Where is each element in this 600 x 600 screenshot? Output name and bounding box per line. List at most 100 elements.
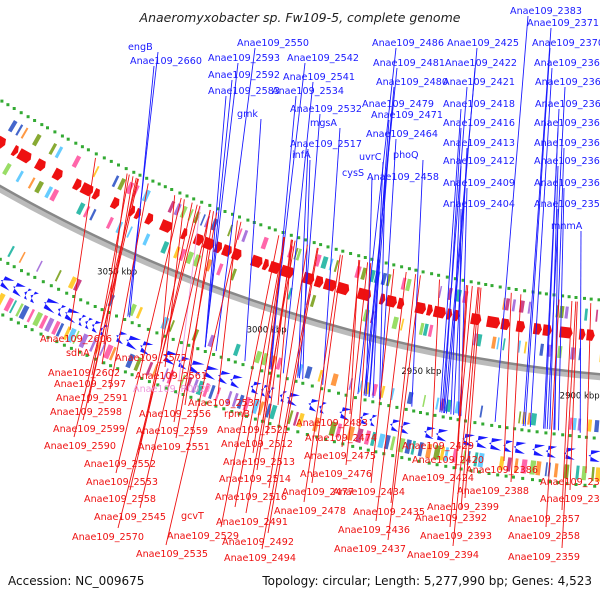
cog-bar bbox=[572, 417, 577, 431]
cog-bar bbox=[292, 411, 299, 426]
marker-dot bbox=[192, 197, 196, 201]
cog-bar bbox=[330, 373, 339, 387]
reverse-gene-label: Anae109_2434 bbox=[333, 487, 405, 498]
forward-gene-label: Anae109_2404 bbox=[443, 199, 515, 210]
marker-dot bbox=[267, 226, 271, 230]
marker-dot bbox=[146, 327, 150, 331]
cds-feature bbox=[308, 399, 320, 412]
cds-feature bbox=[486, 315, 501, 329]
reverse-gene-label: Anae109_2492 bbox=[222, 537, 294, 548]
marker-dot bbox=[49, 284, 53, 288]
marker-dot bbox=[312, 241, 316, 245]
marker-dot bbox=[115, 314, 118, 318]
reverse-gene-label: Anae109_2436 bbox=[338, 525, 410, 536]
reverse-gene-label: Anae109_2591 bbox=[56, 393, 128, 404]
reverse-gene-label: gcvT bbox=[181, 511, 204, 522]
cds-feature bbox=[91, 188, 100, 200]
cds-feature bbox=[261, 258, 269, 271]
reverse-leader-line bbox=[375, 271, 407, 522]
marker-dot bbox=[490, 284, 494, 288]
forward-gene-label: Anae109_2479 bbox=[362, 99, 434, 110]
cds-feature bbox=[360, 412, 370, 425]
cog-bar bbox=[479, 405, 484, 418]
reverse-gene-label: rpmB bbox=[224, 409, 250, 420]
cog-bar bbox=[370, 431, 377, 447]
marker-dot bbox=[286, 427, 290, 431]
marker-dot bbox=[484, 283, 488, 286]
reverse-leader-line bbox=[569, 301, 578, 491]
marker-dot bbox=[319, 243, 323, 247]
marker-dot bbox=[304, 238, 308, 242]
marker-dot bbox=[514, 288, 518, 291]
marker-dot bbox=[561, 433, 565, 437]
reverse-gene-label: Anae109_2513 bbox=[223, 457, 295, 468]
cog-bar bbox=[135, 306, 143, 319]
reverse-leader-line bbox=[561, 300, 573, 511]
cog-bar bbox=[513, 458, 519, 473]
marker-dot bbox=[337, 391, 340, 395]
marker-dot bbox=[41, 280, 45, 284]
marker-dot bbox=[253, 417, 257, 421]
marker-dot bbox=[147, 380, 151, 384]
forward-gene-label: Anae109_2362 bbox=[534, 178, 600, 189]
marker-dot bbox=[357, 254, 361, 258]
marker-dot bbox=[452, 466, 456, 470]
reverse-leader-line bbox=[449, 286, 473, 528]
cog-bar bbox=[173, 203, 182, 216]
marker-dot bbox=[74, 141, 78, 145]
forward-leader-line bbox=[522, 27, 552, 427]
marker-dot bbox=[130, 321, 134, 325]
marker-dot bbox=[496, 473, 500, 477]
marker-dot bbox=[441, 415, 445, 419]
cog-bar bbox=[473, 452, 479, 467]
cds-feature bbox=[78, 314, 87, 327]
cog-bar bbox=[317, 369, 323, 382]
marker-dot bbox=[72, 295, 76, 298]
cog-bar bbox=[400, 318, 405, 331]
cog-bar bbox=[3, 297, 14, 312]
reverse-leader-line bbox=[234, 237, 286, 508]
cog-bar bbox=[99, 342, 107, 356]
reverse-leader-line bbox=[370, 268, 395, 484]
marker-dot bbox=[55, 340, 59, 344]
marker-dot bbox=[123, 318, 127, 321]
forward-gene-label: Anae109_2370 bbox=[532, 38, 600, 49]
reverse-leader-line bbox=[503, 292, 512, 462]
marker-dot bbox=[414, 268, 418, 272]
marker-dot bbox=[294, 379, 298, 383]
cog-bar bbox=[491, 336, 497, 349]
marker-dot bbox=[53, 130, 57, 134]
reverse-gene-label: Anae109_2521 bbox=[217, 425, 289, 436]
cds-feature bbox=[313, 275, 324, 288]
marker-dot bbox=[79, 298, 83, 302]
marker-dot bbox=[285, 377, 289, 381]
reverse-leader-line bbox=[452, 287, 479, 547]
marker-dot bbox=[511, 475, 515, 479]
marker-dot bbox=[548, 480, 552, 484]
cog-bar bbox=[535, 461, 542, 476]
marker-dot bbox=[400, 456, 404, 460]
accession-text: Accession: NC_009675 bbox=[8, 574, 144, 588]
forward-gene-label: mnmA bbox=[551, 221, 583, 232]
cds-feature bbox=[532, 323, 542, 335]
marker-dot bbox=[185, 194, 189, 198]
marker-dot bbox=[349, 252, 353, 255]
marker-dot bbox=[33, 275, 37, 279]
cog-bar bbox=[36, 260, 43, 272]
cog-bar bbox=[230, 268, 237, 281]
forward-gene-label: uvrC bbox=[359, 152, 382, 163]
marker-dot bbox=[233, 360, 237, 364]
forward-gene-label: Anae109_2412 bbox=[443, 156, 515, 167]
forward-gene-label: Anae109_2383 bbox=[510, 6, 582, 17]
cog-bar bbox=[462, 450, 467, 465]
cog-bar bbox=[162, 368, 169, 382]
cog-bar bbox=[380, 272, 388, 286]
reverse-gene-label: Anae109_2572 bbox=[115, 353, 187, 364]
cog-bar bbox=[0, 292, 6, 306]
forward-gene-label: Anae109_2368 bbox=[535, 77, 600, 88]
cog-bar bbox=[418, 322, 425, 336]
marker-dot bbox=[310, 384, 314, 388]
cog-bar bbox=[231, 392, 239, 408]
marker-dot bbox=[574, 296, 578, 299]
marker-dot bbox=[33, 119, 37, 122]
